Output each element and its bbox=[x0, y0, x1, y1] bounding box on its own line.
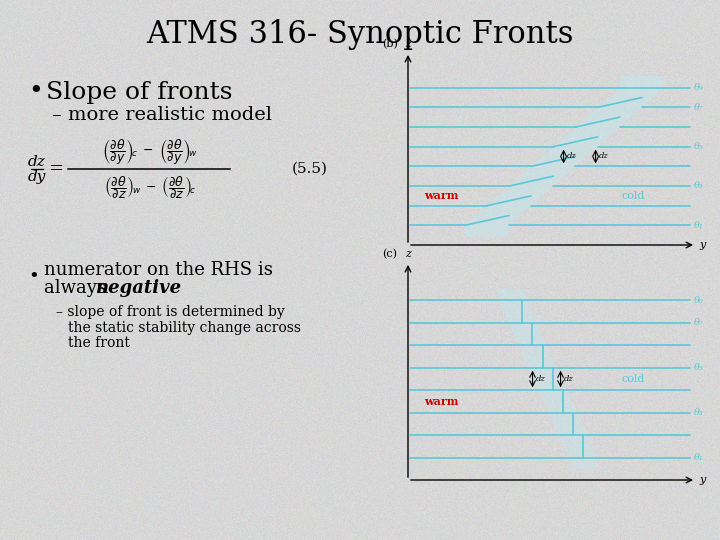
Text: the static stability change across: the static stability change across bbox=[68, 321, 301, 335]
Text: dz: dz bbox=[536, 375, 545, 383]
Text: θ₅: θ₅ bbox=[694, 363, 703, 372]
Text: θ₇: θ₇ bbox=[694, 103, 703, 112]
Text: θ₅: θ₅ bbox=[694, 142, 703, 151]
Text: (c): (c) bbox=[382, 249, 397, 259]
Text: z: z bbox=[405, 249, 411, 259]
Text: always: always bbox=[44, 279, 112, 297]
Text: $\left(\dfrac{\partial\theta}{\partial z}\right)_{\!w}$$\;-\;$$\left(\dfrac{\par: $\left(\dfrac{\partial\theta}{\partial z… bbox=[104, 174, 197, 201]
Text: – more realistic model: – more realistic model bbox=[52, 106, 272, 124]
Text: (b): (b) bbox=[382, 39, 398, 49]
Text: cold: cold bbox=[622, 191, 645, 201]
Text: =: = bbox=[48, 160, 63, 178]
Text: dz: dz bbox=[567, 152, 576, 160]
Text: cold: cold bbox=[622, 374, 645, 384]
Text: θ₉: θ₉ bbox=[694, 83, 703, 92]
Text: θ₃: θ₃ bbox=[694, 181, 703, 191]
Polygon shape bbox=[465, 76, 664, 237]
Text: •: • bbox=[28, 80, 42, 104]
Text: – slope of front is determined by: – slope of front is determined by bbox=[56, 305, 284, 319]
Text: dz: dz bbox=[598, 152, 608, 160]
Text: dy: dy bbox=[28, 170, 46, 184]
Text: dz: dz bbox=[564, 375, 573, 383]
Text: y: y bbox=[699, 475, 706, 485]
Text: •: • bbox=[28, 268, 39, 286]
Text: warm: warm bbox=[425, 190, 459, 201]
Text: warm: warm bbox=[425, 396, 459, 407]
Text: (5.5): (5.5) bbox=[292, 162, 328, 176]
Text: θ₇: θ₇ bbox=[694, 319, 703, 327]
Text: the front: the front bbox=[68, 336, 130, 350]
Text: θ₁: θ₁ bbox=[694, 453, 703, 462]
Text: y: y bbox=[699, 240, 706, 250]
Text: θ₁: θ₁ bbox=[694, 221, 703, 230]
Text: $\left(\dfrac{\partial\theta}{\partial y}\right)_{\!c}$$\;-\;$$\left(\dfrac{\par: $\left(\dfrac{\partial\theta}{\partial y… bbox=[102, 137, 198, 167]
Text: θ₃: θ₃ bbox=[694, 408, 703, 417]
Polygon shape bbox=[498, 289, 597, 469]
Text: numerator on the RHS is: numerator on the RHS is bbox=[44, 261, 273, 279]
Text: θ₉: θ₉ bbox=[694, 296, 703, 305]
Text: Slope of fronts: Slope of fronts bbox=[46, 80, 233, 104]
Text: dz: dz bbox=[28, 155, 46, 169]
Text: negative: negative bbox=[96, 279, 182, 297]
Text: ATMS 316- Synoptic Fronts: ATMS 316- Synoptic Fronts bbox=[146, 19, 574, 51]
Text: z: z bbox=[405, 39, 411, 49]
